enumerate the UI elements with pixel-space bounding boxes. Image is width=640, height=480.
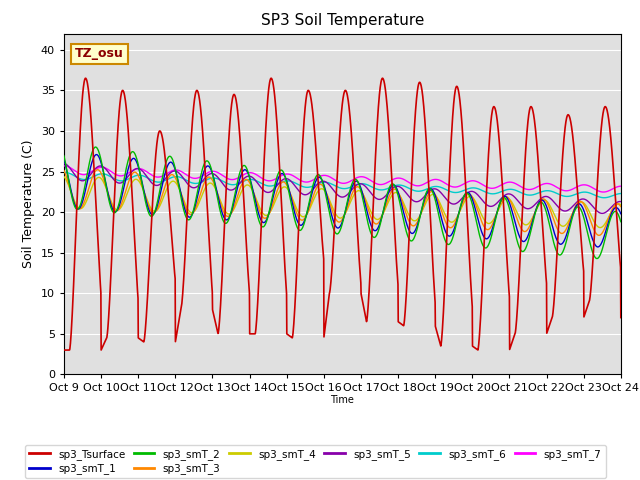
Title: SP3 Soil Temperature: SP3 Soil Temperature	[260, 13, 424, 28]
Text: TZ_osu: TZ_osu	[75, 48, 124, 60]
X-axis label: Time: Time	[330, 395, 355, 405]
Legend: sp3_Tsurface, sp3_smT_1, sp3_smT_2, sp3_smT_3, sp3_smT_4, sp3_smT_5, sp3_smT_6, : sp3_Tsurface, sp3_smT_1, sp3_smT_2, sp3_…	[25, 445, 605, 478]
Y-axis label: Soil Temperature (C): Soil Temperature (C)	[22, 140, 35, 268]
